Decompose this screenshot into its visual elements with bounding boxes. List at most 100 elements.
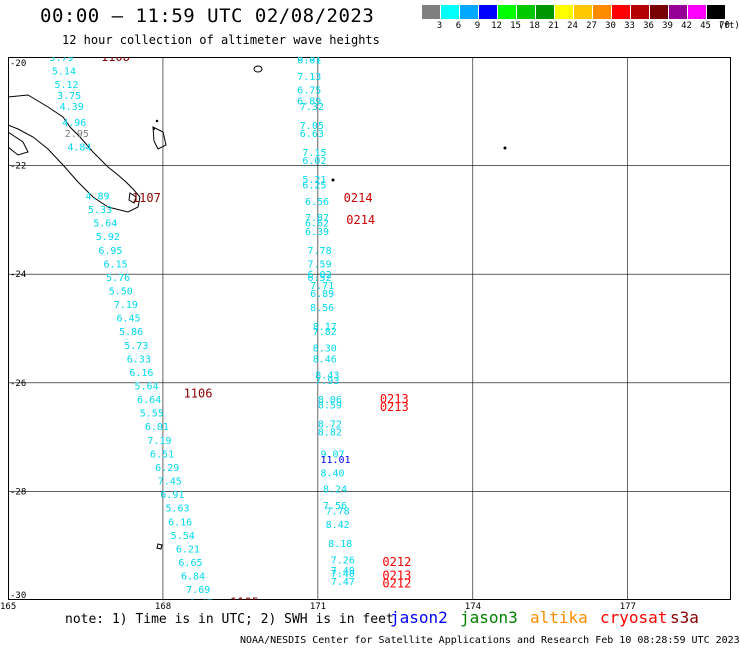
wave-height-map: 5.79 5.14 5.123.754.39 4.962.95 4.84 4.89 5.33…: [8, 57, 731, 600]
wave-height-value: 5.54: [171, 531, 195, 542]
wave-height-value: 6.64: [137, 395, 161, 406]
colorbar-swatch: [669, 5, 688, 19]
coastline: [8, 65, 507, 550]
lat-tick-label: -28: [10, 487, 26, 497]
lon-tick-label: 171: [309, 602, 327, 612]
wave-height-value: 8.24: [323, 485, 347, 496]
wave-height-value: 6.51: [150, 449, 174, 460]
colorbar-label: 36: [643, 21, 654, 31]
wave-height-value: 8.46: [313, 354, 337, 365]
reef-dot-2: [153, 128, 155, 130]
wave-height-value: 8.82: [318, 428, 342, 439]
wave-height-value: 5.33: [88, 205, 112, 216]
wave-height-value: 6.75: [297, 86, 321, 97]
wave-height-value: 5.12: [54, 80, 78, 91]
wave-height-value: 7.45: [158, 477, 182, 488]
reef-dot: [155, 119, 159, 123]
wave-height-value: 5.63: [166, 504, 190, 515]
wave-height-value: 3.75: [57, 91, 81, 102]
wave-height-value: 6.63: [300, 129, 324, 140]
colorbar-label: 18: [529, 21, 540, 31]
colorbar-swatch: [422, 5, 441, 19]
wave-height-value: 7.32: [300, 102, 324, 113]
wave-height-value: 6.21: [176, 544, 200, 555]
pass-time-label: 0214: [344, 191, 373, 205]
page-subtitle: 12 hour collection of altimeter wave hei…: [62, 33, 380, 47]
wave-height-value: 4.84: [67, 143, 91, 154]
colorbar-label: 30: [605, 21, 616, 31]
wave-height-value: 5.73: [124, 341, 148, 352]
wave-height-value: 7.93: [315, 376, 339, 387]
wave-height-value: 7.19: [114, 300, 138, 311]
wave-height-value: 8.42: [326, 520, 350, 531]
colorbar-unit: (ft): [718, 21, 740, 31]
colorbar-swatch: [536, 5, 555, 19]
colorbar-swatch: [707, 5, 726, 19]
wave-height-value: 9.07: [320, 449, 344, 460]
lon-tick-label: 174: [464, 602, 482, 612]
wave-height-value: 8.30: [313, 344, 337, 355]
wave-height-value: 6.16: [129, 368, 153, 379]
wave-height-value: 6.84: [181, 572, 205, 583]
colorbar-label: 3: [436, 21, 443, 31]
wave-height-value: 11.01: [320, 455, 350, 466]
wave-height-value: 5.64: [93, 219, 117, 230]
norfolk-island: [156, 543, 163, 550]
wave-height-value: 6.29: [155, 463, 179, 474]
colorbar-label: 6: [455, 21, 462, 31]
wave-height-value: 5.86: [119, 327, 143, 338]
wave-height-value: 5.14: [52, 67, 76, 78]
lat-tick-label: -24: [10, 270, 26, 280]
wave-height-value: 8.43: [315, 371, 339, 382]
satellite-name-altika: altika: [530, 608, 588, 627]
wave-height-value: 7.78: [326, 506, 350, 517]
wave-height-value: 6.56: [305, 197, 329, 208]
wave-height-value: 7.26: [331, 555, 355, 566]
wave-height-value: 5.64: [135, 382, 159, 393]
satellite-name-s3a: s3a: [670, 608, 699, 627]
wave-height-value: 6.51: [297, 57, 321, 64]
pass-time-label: 1105: [230, 596, 259, 600]
wave-height-value: 5.76: [106, 273, 130, 284]
pass-time-label: 0213: [380, 400, 409, 414]
wave-height-value: 7.13: [297, 72, 321, 83]
wave-height-value: 5.55: [140, 409, 164, 420]
wave-height-value: 7.05: [300, 121, 324, 132]
colorbar-label: 27: [586, 21, 597, 31]
colorbar-swatch: [479, 5, 498, 19]
hunter-island: [331, 178, 335, 182]
new-caledonia-coastline: [8, 94, 141, 213]
wave-height-value: 6.61: [297, 57, 321, 67]
small-island-east: [503, 146, 507, 150]
satellite-name-jason3: jason3: [460, 608, 518, 627]
loyalty-island-coastline: [8, 131, 29, 156]
satellite-name-cryosat: cryosat: [600, 608, 668, 627]
pass-time-label: 0212: [382, 555, 411, 569]
colorbar-label: 70: [719, 21, 730, 31]
wave-height-value: 5.92: [96, 232, 120, 243]
wave-height-value: 6.47: [189, 599, 213, 600]
wave-height-value: 8.40: [320, 468, 344, 479]
wave-height-value: 8.56: [310, 303, 334, 314]
colorbar-label: 21: [548, 21, 559, 31]
wave-height-value: 6.89: [310, 289, 334, 300]
lifou-island-coastline: [152, 126, 167, 150]
colorbar-label: 45: [700, 21, 711, 31]
wave-height-value: 7.87: [305, 213, 329, 224]
wave-height-value: 7.82: [313, 327, 337, 338]
wave-height-value: 6.39: [305, 227, 329, 238]
wave-height-value: 6.65: [178, 558, 202, 569]
wave-height-value: 5.79: [49, 57, 73, 64]
wave-height-value: 7.71: [310, 281, 334, 292]
colorbar-swatch: [593, 5, 612, 19]
wave-height-value: 6.95: [98, 246, 122, 257]
matthew-island: [253, 65, 263, 73]
lon-tick-label: 177: [619, 602, 636, 612]
satellite-name-jason2: jason2: [390, 608, 448, 627]
credit-line: NOAA/NESDIS Center for Satellite Applica…: [240, 635, 740, 646]
wave-height-value: 7.69: [186, 585, 210, 596]
wave-height-value: 8.59: [318, 401, 342, 412]
wave-height-value: 8.06: [318, 395, 342, 406]
wave-height-value: 6.15: [104, 259, 128, 270]
wave-height-value: 4.89: [85, 191, 109, 202]
